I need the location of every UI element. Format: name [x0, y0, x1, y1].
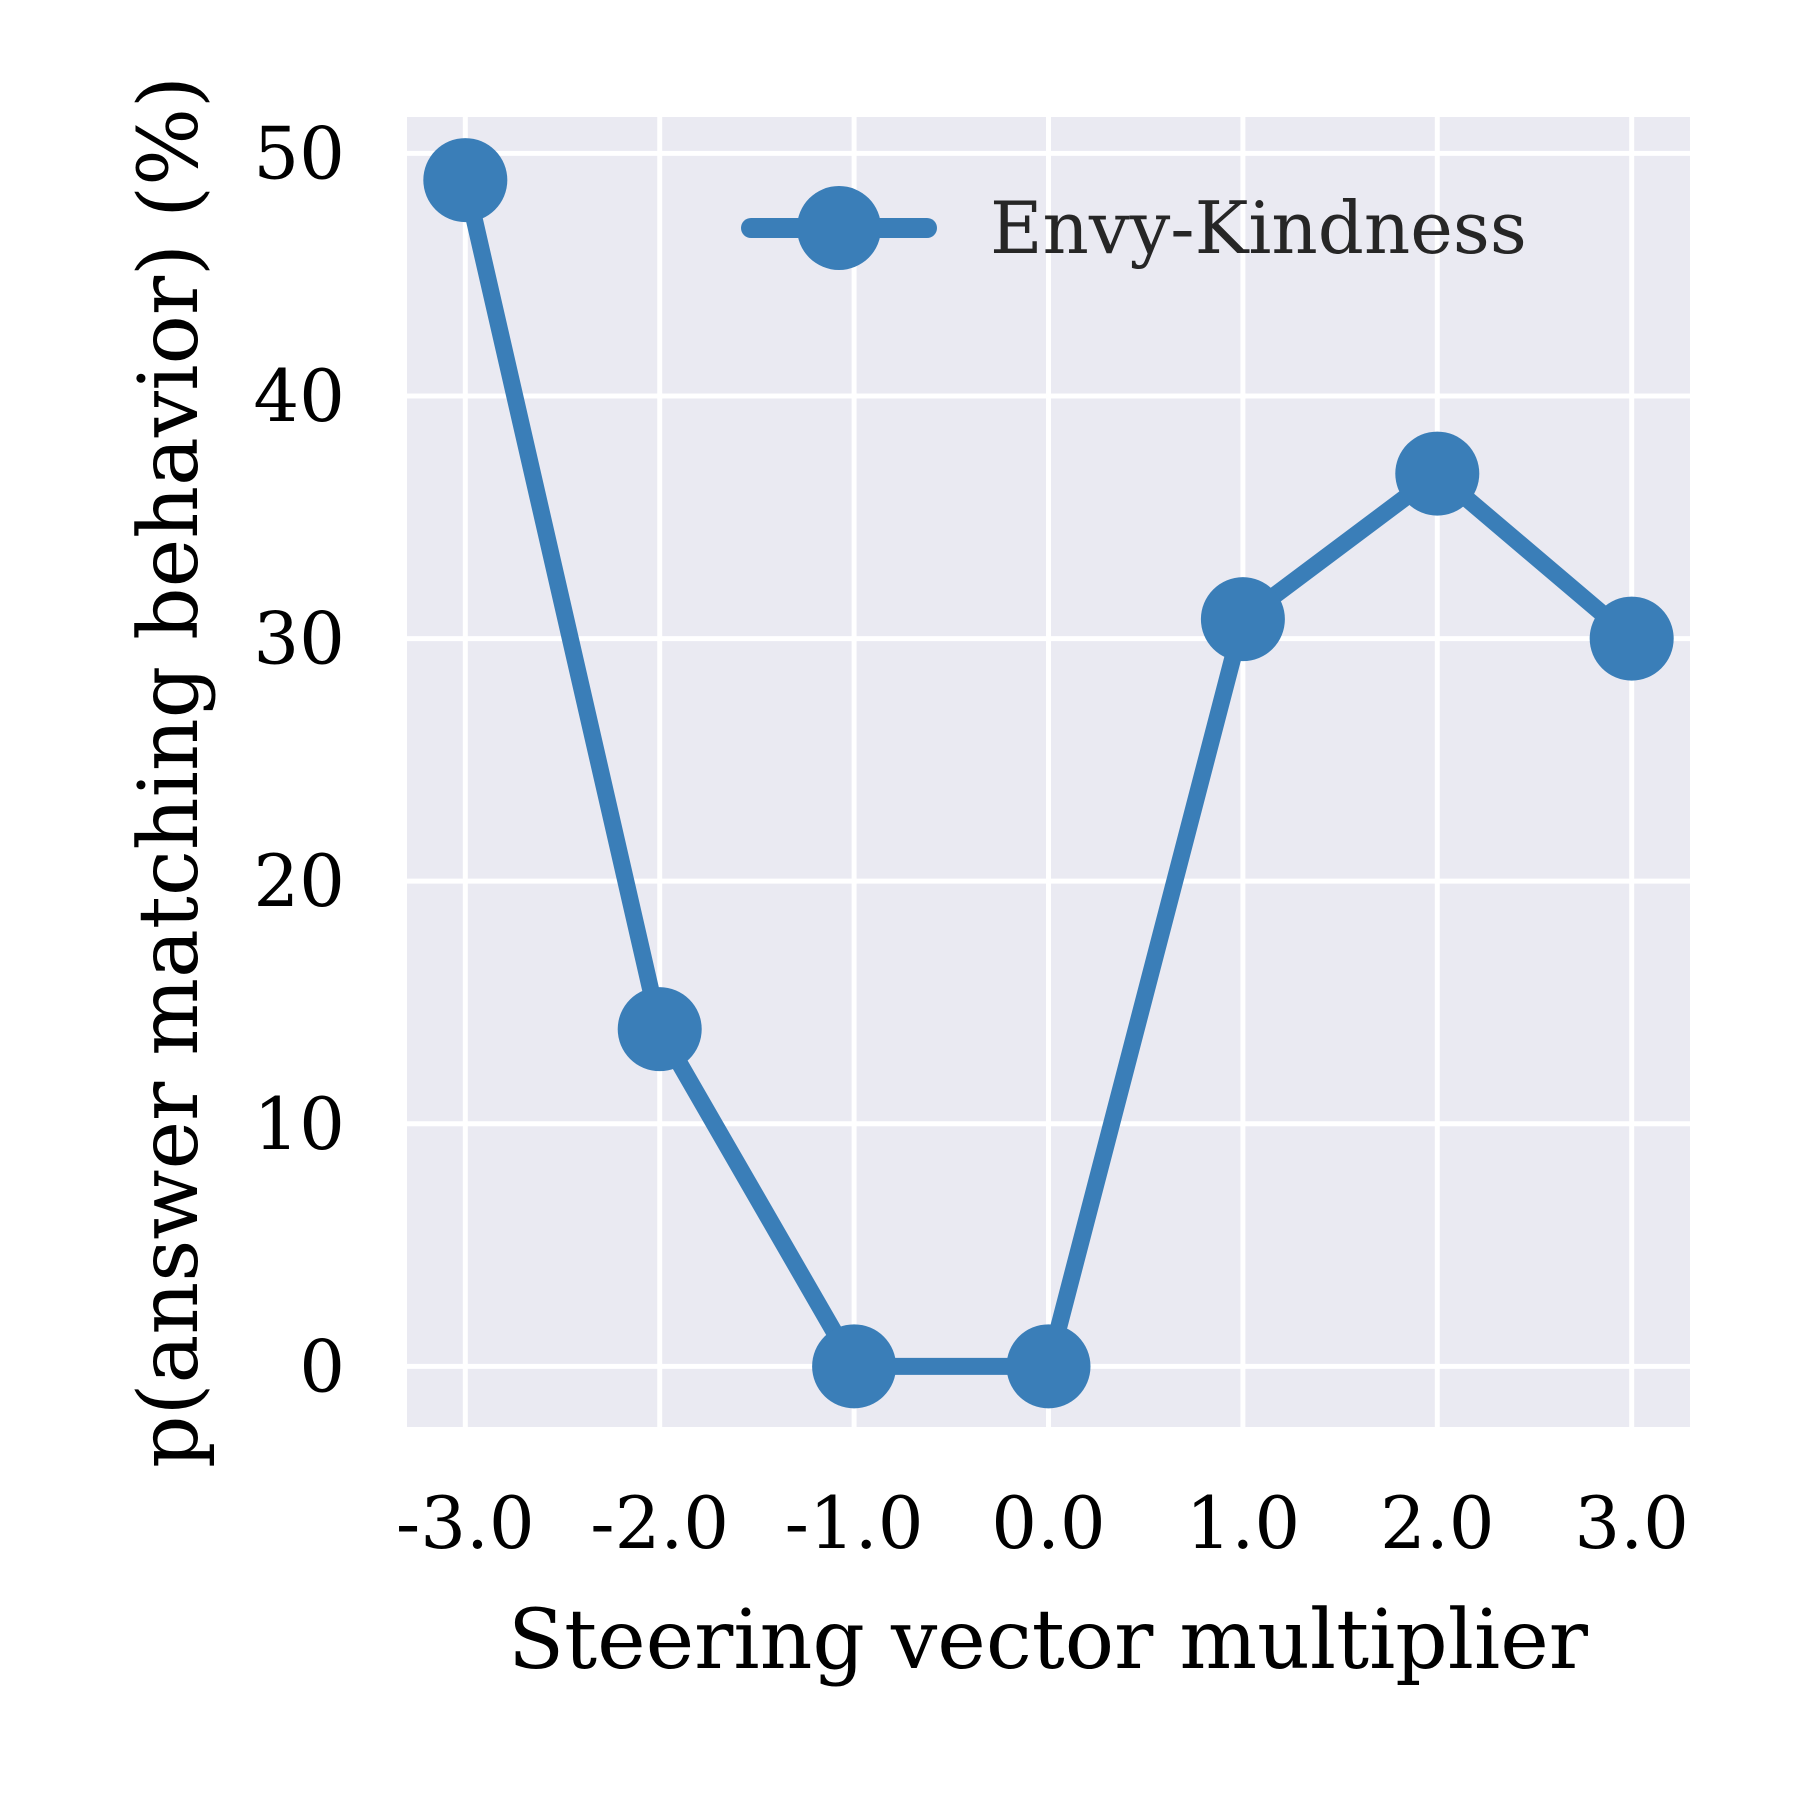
x-tick-label: -3.0 [396, 1481, 535, 1565]
x-tick-label: 3.0 [1574, 1481, 1689, 1565]
x-tick-label: 0.0 [991, 1481, 1106, 1565]
y-tick-label: 10 [253, 1082, 345, 1166]
x-tick-label: -2.0 [590, 1481, 729, 1565]
legend-label: Envy-Kindness [990, 186, 1527, 270]
data-point-marker [1006, 1324, 1091, 1409]
x-tick-label: 1.0 [1186, 1481, 1301, 1565]
y-axis-ticks: 0 10 20 30 40 50 [253, 111, 345, 1408]
x-tick-label: -1.0 [785, 1481, 924, 1565]
x-tick-label: 2.0 [1380, 1481, 1495, 1565]
legend: Envy-Kindness [741, 186, 1527, 270]
legend-marker-swatch [797, 186, 881, 270]
y-tick-label: 30 [253, 597, 345, 681]
y-axis-label: p(answer matching behavior) (%) [122, 76, 217, 1468]
y-tick-label: 0 [299, 1324, 345, 1408]
data-point-marker [1589, 596, 1674, 681]
series-markers [423, 138, 1674, 1409]
y-tick-label: 40 [253, 354, 345, 438]
data-point-marker [617, 987, 702, 1072]
x-axis-ticks: -3.0 -2.0 -1.0 0.0 1.0 2.0 3.0 [396, 1481, 1689, 1565]
data-point-marker [1395, 431, 1480, 516]
data-point-marker [423, 138, 508, 223]
x-axis-label: Steering vector multiplier [508, 1593, 1589, 1688]
data-point-marker [1200, 577, 1285, 662]
y-tick-label: 20 [253, 839, 345, 923]
y-tick-label: 50 [253, 111, 345, 195]
data-point-marker [812, 1324, 897, 1409]
grid-lines [407, 117, 1690, 1427]
